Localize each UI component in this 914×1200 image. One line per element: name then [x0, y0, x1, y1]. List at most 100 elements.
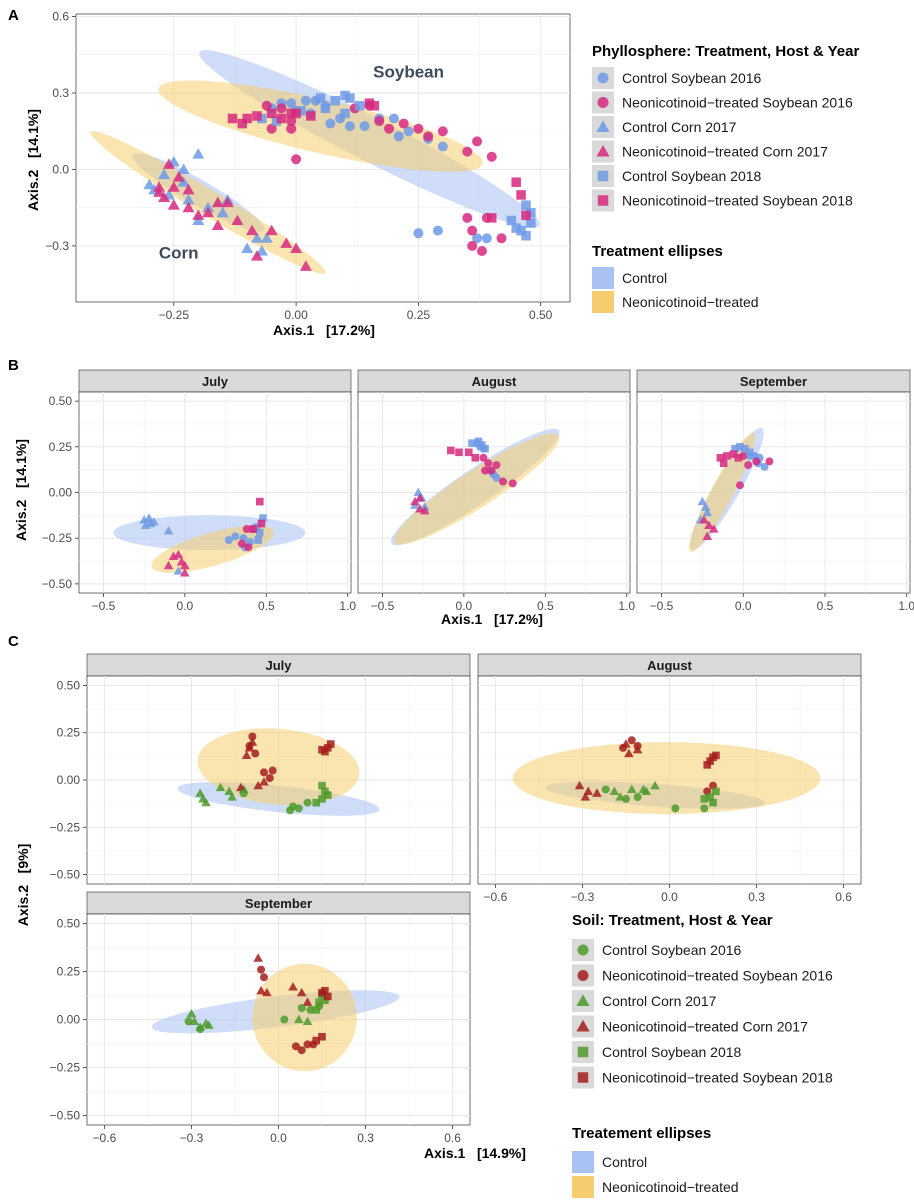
- data-point: [479, 453, 488, 462]
- data-point: [167, 181, 180, 192]
- data-point: [413, 487, 424, 497]
- data-point: [294, 804, 303, 813]
- square-legend-icon: [597, 170, 609, 182]
- phyllosphere-ellipse-legend-title: Treatment ellipses: [592, 243, 723, 260]
- data-point: [704, 520, 714, 529]
- panel-b-facet-september: September −0.5 0.0 0.5 1.0: [636, 369, 914, 613]
- data-point: [516, 225, 526, 236]
- data-point: [580, 792, 591, 801]
- data-point: [526, 218, 536, 228]
- legend-item-label: Neonicotinoid−treated Soybean 2018: [602, 1070, 833, 1086]
- ellipse-swatch-icon: [592, 291, 614, 313]
- data-point: [486, 151, 497, 162]
- annotation-label: Soybean: [373, 63, 444, 82]
- data-point: [729, 450, 738, 458]
- data-point: [601, 785, 610, 794]
- data-point: [516, 190, 526, 200]
- x-tick-label: −0.6: [484, 890, 508, 904]
- legend-item: Control Soybean 2016: [572, 939, 742, 961]
- y-tick-label: −0.50: [42, 577, 73, 591]
- data-point: [224, 536, 233, 545]
- data-point: [326, 740, 335, 748]
- data-point: [204, 1020, 214, 1029]
- ellipse-legend-label: Control: [602, 1154, 647, 1170]
- plot-area: [512, 736, 821, 815]
- data-point: [211, 196, 224, 208]
- ellipse-legend-item: Neonicotinoid−treated: [572, 1176, 739, 1198]
- data-point: [242, 525, 251, 534]
- data-point: [633, 741, 642, 750]
- plot-area: [151, 953, 400, 1072]
- panel-c-x-axis-label: Axis.1 [14.9%]: [424, 1145, 526, 1161]
- data-point: [315, 93, 326, 103]
- data-point: [626, 784, 637, 794]
- y-tick-label: 0.25: [57, 726, 81, 740]
- data-point: [262, 987, 272, 997]
- data-point: [271, 116, 282, 126]
- soil-ellipse-legend-title: Treatement ellipses: [572, 1125, 711, 1142]
- data-point: [760, 462, 769, 471]
- data-point: [192, 148, 205, 159]
- data-point: [302, 997, 313, 1006]
- data-point: [227, 113, 238, 124]
- data-point: [700, 502, 711, 511]
- annotation-label: Corn: [159, 244, 199, 263]
- legend-item: Neonicotinoid−treated Corn 2017: [572, 1015, 808, 1038]
- ellipse-swatch-icon: [572, 1151, 594, 1173]
- facet-strip-label: August: [647, 658, 692, 673]
- data-point: [182, 201, 195, 213]
- data-point: [249, 525, 258, 533]
- data-point: [321, 996, 329, 1005]
- data-point: [253, 780, 263, 790]
- data-point: [508, 479, 517, 488]
- legend-item: Neonicotinoid−treated Soybean 2018: [592, 189, 853, 212]
- data-point: [709, 524, 719, 533]
- data-point: [291, 1042, 300, 1051]
- data-point: [140, 520, 151, 529]
- y-tick-label: 0.6: [52, 10, 69, 24]
- legend-item: Neonicotinoid−treated Corn 2017: [592, 140, 828, 163]
- data-point: [745, 448, 754, 457]
- data-point: [410, 496, 420, 506]
- panel-b-facet-august: August −0.5 0.0 0.5 1.0: [357, 369, 635, 613]
- data-point: [398, 118, 409, 129]
- data-point: [257, 965, 266, 974]
- y-tick-label: 0.00: [49, 486, 73, 500]
- legend-item: Control Corn 2017: [592, 116, 737, 138]
- data-point: [216, 206, 229, 218]
- data-point: [641, 786, 652, 795]
- legend-item-label: Control Corn 2017: [602, 993, 717, 1009]
- data-point: [393, 131, 404, 142]
- data-point: [253, 953, 263, 962]
- neonicotinoid-ellipse: [158, 80, 483, 172]
- data-point: [609, 786, 620, 795]
- data-point: [413, 228, 424, 239]
- data-point: [455, 448, 463, 457]
- triangle-legend-icon: [576, 994, 590, 1006]
- panel-c-facet-july: July −0.50 −0.25 0.00 0.25 0.50: [50, 653, 471, 885]
- plot-area: [177, 728, 380, 816]
- data-point: [280, 237, 293, 248]
- panel-b-y-axis-label: Axis.2 [14.1%]: [13, 439, 29, 541]
- data-point: [276, 113, 287, 124]
- y-tick-label: 0.3: [52, 86, 69, 100]
- data-point: [172, 171, 185, 182]
- data-point: [265, 224, 278, 236]
- data-point: [303, 1040, 312, 1049]
- panel-label-b: B: [8, 357, 19, 374]
- data-point: [221, 196, 234, 208]
- data-point: [432, 225, 443, 236]
- legend-item-label: Neonicotinoid−treated Soybean 2016: [622, 95, 853, 111]
- data-point: [286, 123, 297, 134]
- data-point: [467, 225, 478, 236]
- y-tick-label: −0.25: [42, 531, 73, 545]
- data-point: [294, 1014, 304, 1024]
- x-tick-label: 0.3: [357, 1131, 374, 1145]
- data-point: [592, 788, 602, 797]
- plot-area: Soybean Corn: [90, 50, 540, 274]
- x-tick-label: 0.0: [270, 1131, 287, 1145]
- data-point: [257, 113, 267, 124]
- legend-item: Control Soybean 2016: [592, 67, 762, 89]
- data-point: [462, 146, 473, 157]
- data-point: [162, 158, 175, 169]
